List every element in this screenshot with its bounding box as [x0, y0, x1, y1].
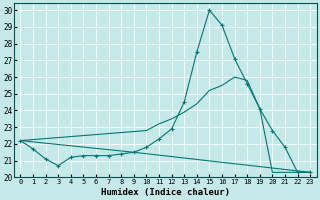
X-axis label: Humidex (Indice chaleur): Humidex (Indice chaleur)	[101, 188, 230, 197]
